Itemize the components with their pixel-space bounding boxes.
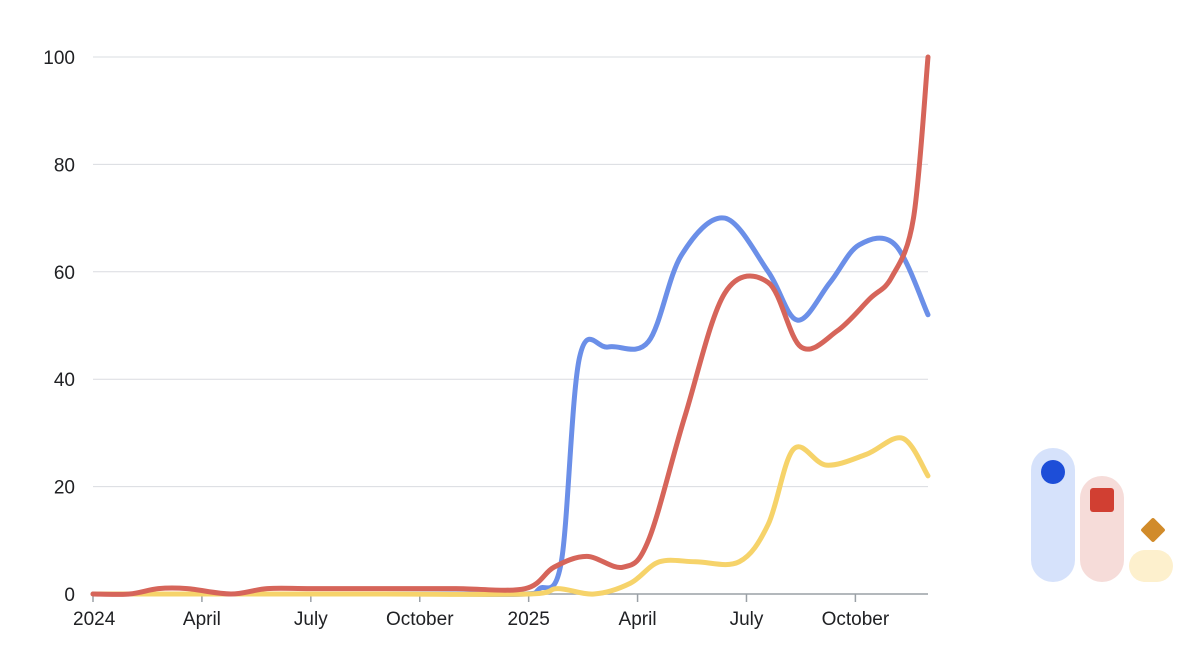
y-axis-ticks: 0 20 40 60 80 100 (43, 48, 75, 606)
circle-icon (1041, 460, 1065, 484)
x-tick-label: 2025 (508, 609, 550, 630)
x-tick-label: April (619, 609, 657, 630)
legend-pill-yellow (1129, 550, 1173, 582)
series-line-1 (90, 215, 931, 597)
x-tick-label: 2024 (73, 609, 116, 630)
x-tick-label: October (822, 609, 890, 630)
x-tick-label: July (730, 609, 764, 630)
series-lines (90, 54, 931, 597)
x-tick-label: April (183, 609, 221, 630)
diamond-icon (1141, 518, 1165, 542)
x-tick-label: July (294, 609, 328, 630)
y-tick-label: 40 (54, 370, 75, 391)
series-line-2 (90, 54, 931, 597)
grid-lines (93, 56, 928, 488)
x-axis-ticks: 2024 April July October 2025 April July October (73, 594, 890, 630)
y-tick-label: 0 (64, 585, 75, 606)
y-tick-label: 100 (43, 48, 75, 69)
y-tick-label: 80 (54, 155, 75, 176)
x-tick-label: October (386, 609, 454, 630)
y-tick-label: 60 (54, 263, 75, 284)
series-line-3 (90, 435, 931, 597)
legend-pill-blue (1031, 448, 1075, 582)
legend-widget (1031, 448, 1173, 582)
y-tick-label: 20 (54, 478, 75, 499)
square-icon (1090, 488, 1114, 512)
